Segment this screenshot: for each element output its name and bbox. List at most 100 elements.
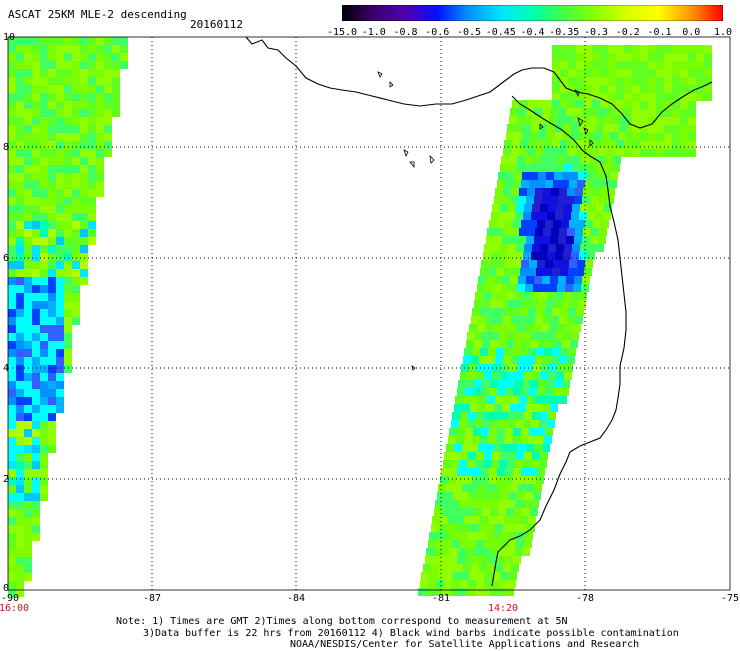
wind-cell [104, 117, 112, 125]
wind-cell [562, 380, 570, 388]
wind-cell [16, 157, 24, 165]
wind-cell [24, 437, 32, 445]
wind-cell [459, 500, 467, 508]
wind-cell [560, 308, 568, 316]
wind-cell [458, 380, 466, 388]
wind-cell [536, 308, 544, 316]
wind-cell [640, 61, 648, 69]
wind-cell [499, 252, 507, 260]
wind-cell [501, 532, 509, 540]
wind-cell [581, 284, 589, 292]
wind-cell [539, 332, 547, 340]
wind-cell [579, 252, 587, 260]
wind-cell [32, 173, 40, 181]
wind-cell [544, 436, 552, 444]
wind-cell [32, 373, 40, 381]
wind-cell [624, 69, 632, 77]
wind-cell [56, 189, 64, 197]
wind-cell [459, 420, 467, 428]
wind-cell [24, 125, 32, 133]
wind-cell [16, 261, 24, 269]
wind-cell [480, 516, 488, 524]
wind-cell [551, 396, 559, 404]
wind-cell [517, 324, 525, 332]
wind-cell [16, 509, 24, 517]
wind-cell [32, 293, 40, 301]
lat-lon-grid [8, 37, 730, 590]
wind-cell [40, 341, 48, 349]
wind-cell [8, 525, 16, 533]
wind-cell [48, 77, 56, 85]
wind-cell [16, 365, 24, 373]
wind-cell [48, 101, 56, 109]
wind-cell [556, 164, 564, 172]
wind-cell [96, 165, 104, 173]
wind-cell [554, 172, 562, 180]
wind-cell [503, 524, 511, 532]
wind-cell [533, 324, 541, 332]
wind-cell [556, 204, 564, 212]
wind-cell [521, 180, 529, 188]
wind-cell [505, 388, 513, 396]
wind-cell [428, 580, 436, 588]
wind-cell [648, 77, 656, 85]
wind-cell [501, 284, 509, 292]
wind-cell [516, 372, 524, 380]
wind-cell [80, 61, 88, 69]
wind-cell [514, 340, 522, 348]
wind-cell [532, 204, 540, 212]
wind-cell [554, 300, 562, 308]
wind-cell [24, 37, 32, 45]
wind-cell [525, 324, 533, 332]
wind-cell [24, 333, 32, 341]
wind-cell [507, 252, 515, 260]
wind-cell [553, 260, 561, 268]
wind-cell [588, 204, 596, 212]
wind-cell [543, 228, 551, 236]
wind-cell [56, 93, 64, 101]
wind-cell [481, 260, 489, 268]
wind-cell [482, 340, 490, 348]
wind-cell [656, 45, 664, 53]
wind-cell [518, 444, 526, 452]
wind-cell [40, 221, 48, 229]
wind-cell [8, 93, 16, 101]
wind-cell [484, 580, 492, 588]
wind-cell [522, 548, 530, 556]
wind-cell [583, 228, 591, 236]
wind-cell [40, 293, 48, 301]
wind-cell [40, 405, 48, 413]
wind-cell [584, 140, 592, 148]
wind-cell [519, 188, 527, 196]
wind-cell [560, 93, 568, 101]
wind-cell [104, 53, 112, 61]
wind-cell [704, 93, 712, 101]
wind-cell [564, 372, 572, 380]
wind-cell [608, 69, 616, 77]
wind-cell [40, 437, 48, 445]
wind-cell [600, 77, 608, 85]
wind-cell [468, 452, 476, 460]
wind-cell [560, 268, 568, 276]
wind-cell [590, 196, 598, 204]
wind-cell [32, 309, 40, 317]
wind-cell [599, 148, 607, 156]
wind-cell [8, 253, 16, 261]
wind-cell [80, 85, 88, 93]
wind-cell [493, 284, 501, 292]
wind-cell [489, 428, 497, 436]
wind-cell [512, 268, 520, 276]
wind-cell [72, 221, 80, 229]
left-swath-data [8, 37, 128, 597]
wind-cell [477, 572, 485, 580]
wind-cell [545, 260, 553, 268]
wind-cell [56, 325, 64, 333]
wind-cell [480, 436, 488, 444]
wind-cell [680, 149, 688, 157]
wind-cell [448, 516, 456, 524]
wind-cell [32, 125, 40, 133]
wind-cell [88, 45, 96, 53]
wind-cell [576, 77, 584, 85]
wind-cell [451, 420, 459, 428]
wind-cell [24, 269, 32, 277]
